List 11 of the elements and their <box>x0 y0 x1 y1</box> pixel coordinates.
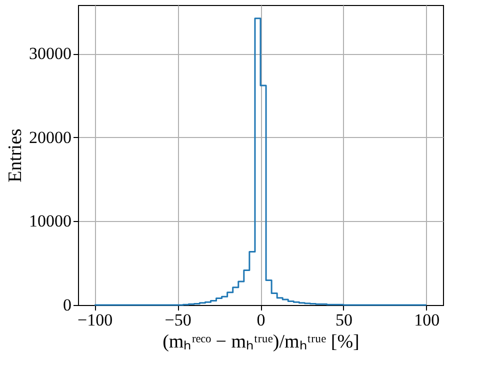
x-tick-label: 0 <box>256 310 266 330</box>
x-tick-label: −100 <box>78 310 113 330</box>
y-tick-label: 10000 <box>29 212 72 231</box>
x-tick-label: 100 <box>414 310 440 330</box>
y-tick-label: 30000 <box>29 44 72 64</box>
x-axis-title: (mₕʳᵉᶜᵒ − mₕᵗʳᵘᵉ)/mₕᵗʳᵘᵉ [%] <box>162 332 360 352</box>
y-tick-label: 20000 <box>29 128 72 147</box>
y-axis-title: Entries <box>5 128 26 182</box>
x-tick-label: 50 <box>335 310 352 330</box>
x-tick-label: −50 <box>164 310 192 330</box>
y-tick-label: 0 <box>63 296 72 314</box>
